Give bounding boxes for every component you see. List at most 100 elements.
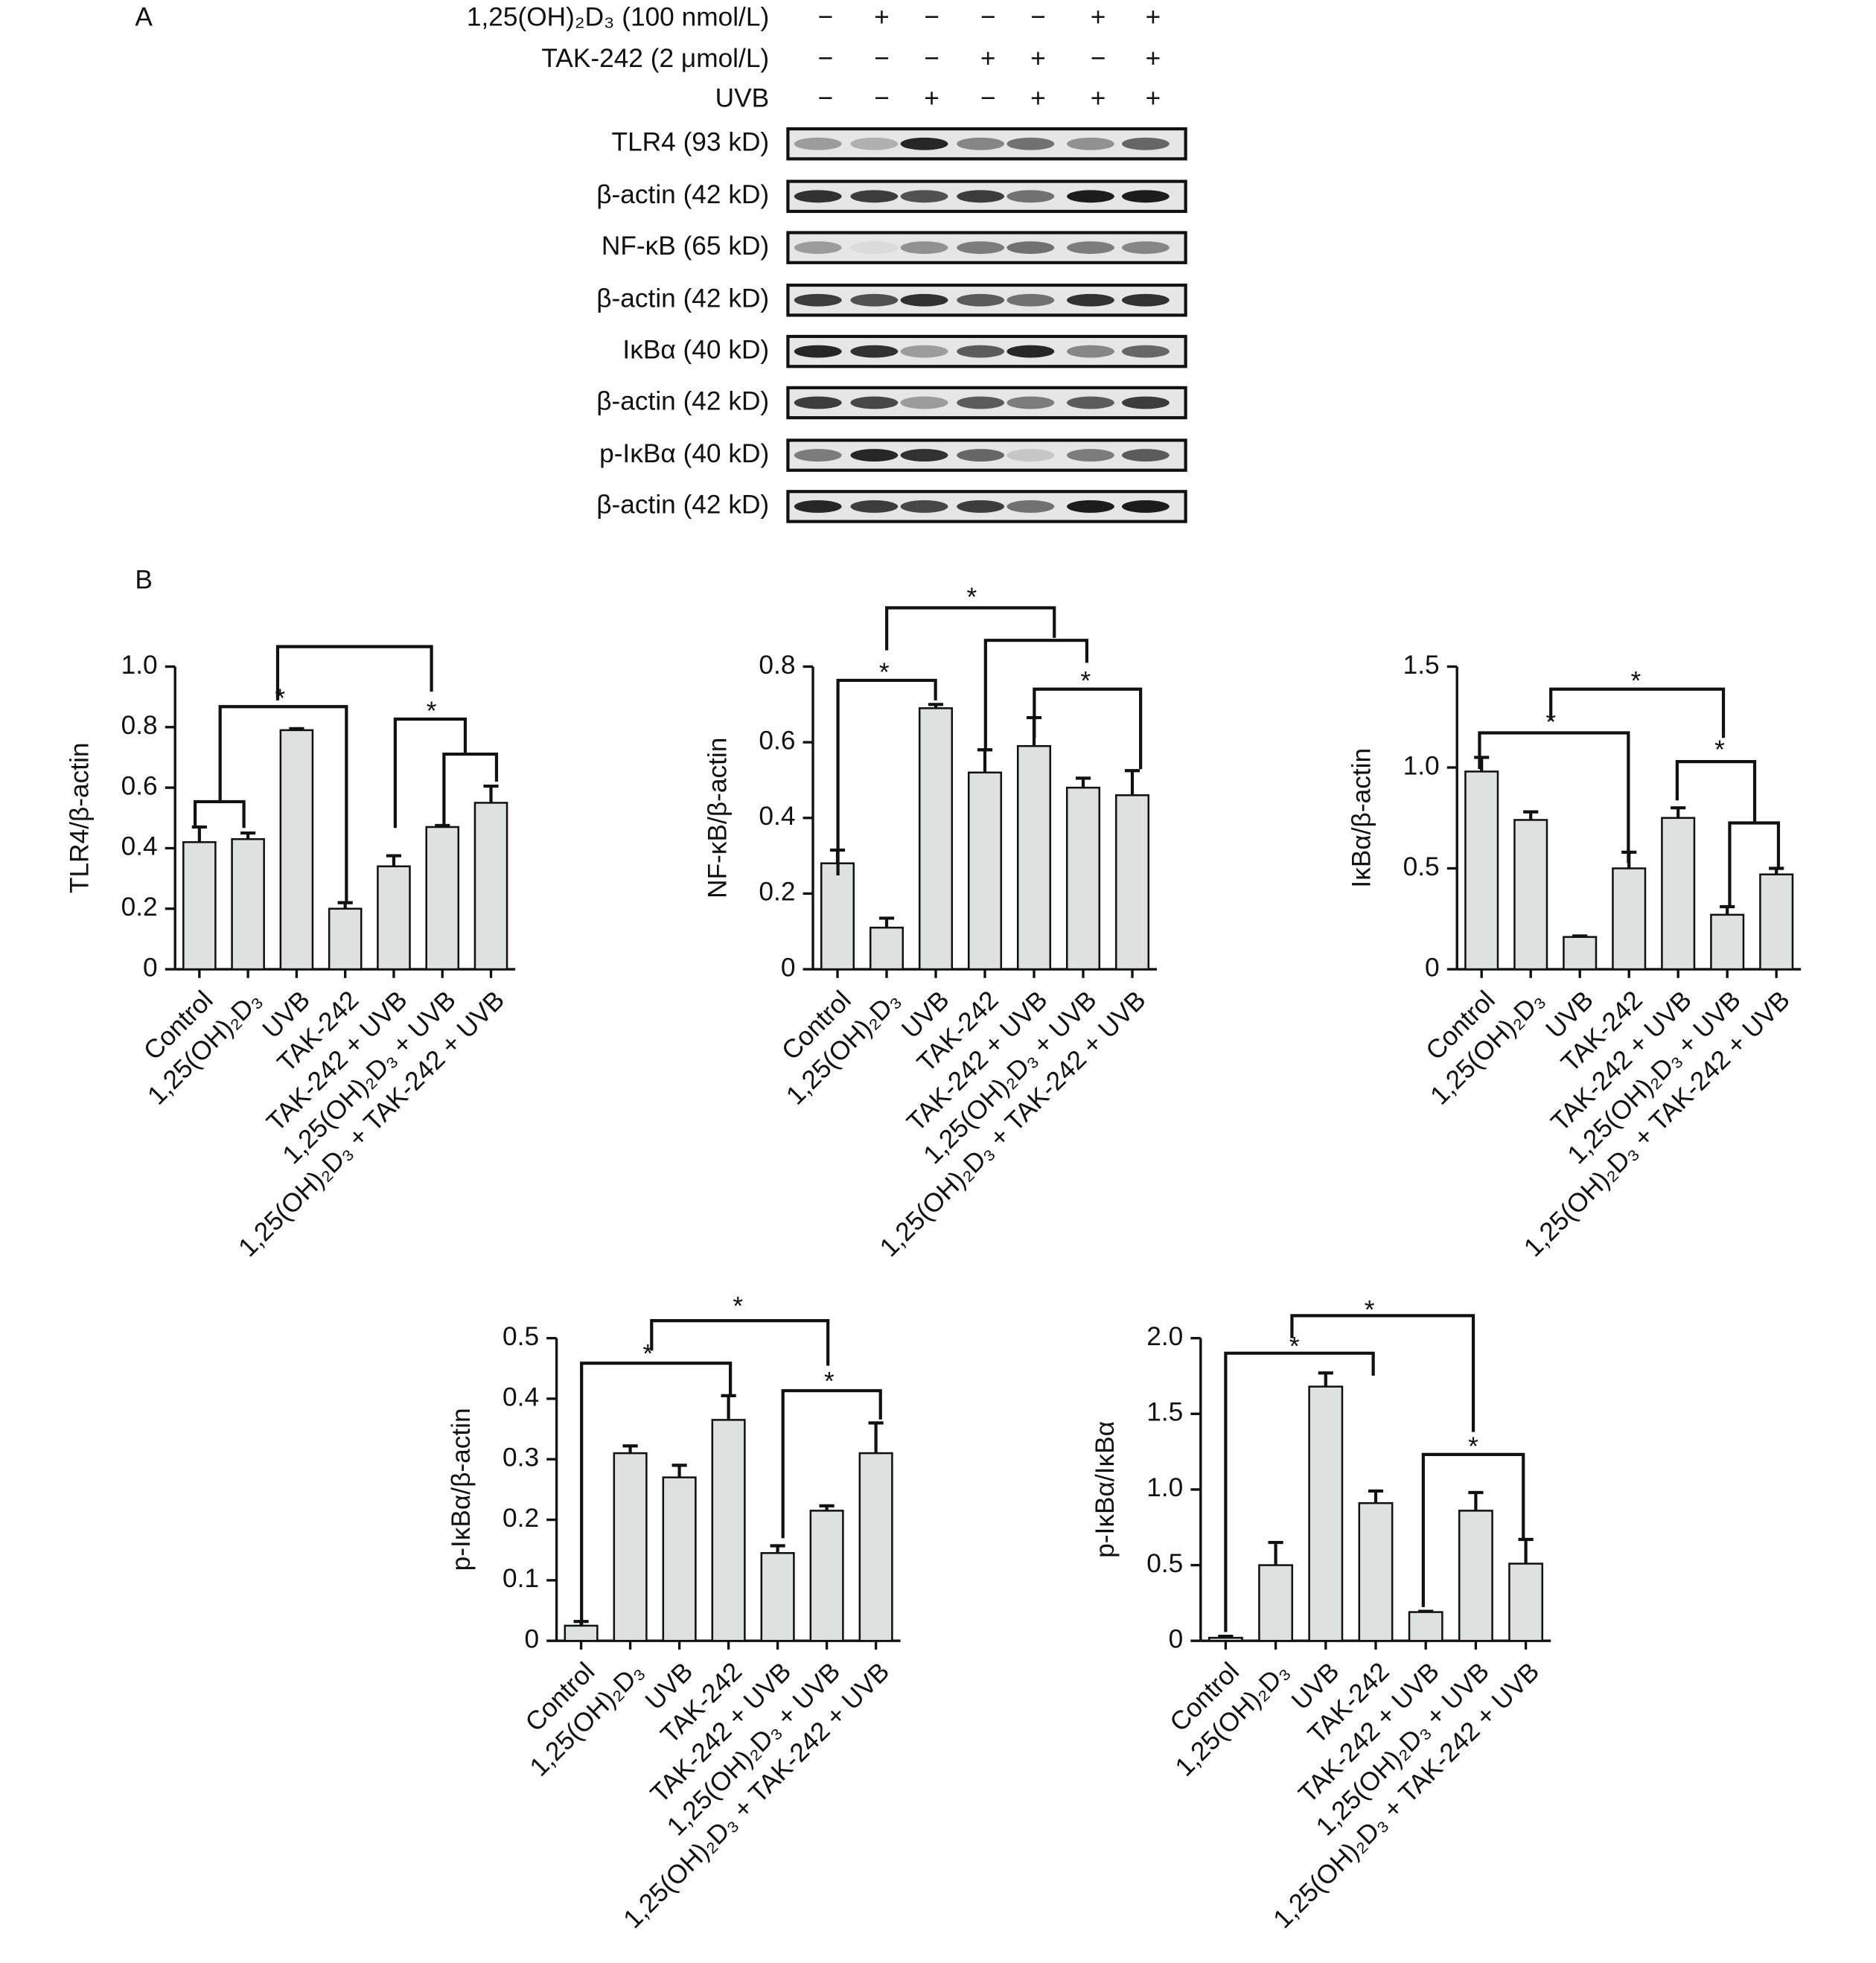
blot-band — [1006, 500, 1055, 513]
blot-band — [850, 137, 899, 150]
significance-bracket — [836, 678, 937, 876]
blot-band — [850, 449, 899, 462]
blot-band — [794, 500, 842, 513]
blot-band — [900, 345, 948, 358]
significance-label: * — [1545, 708, 1556, 737]
y-tick-label: 1.0 — [1146, 1473, 1183, 1502]
condition-sign: − — [924, 3, 939, 32]
significance-bracket — [1224, 1351, 1375, 1632]
bar — [869, 926, 904, 971]
blot-band — [900, 190, 948, 203]
significance-label: * — [1714, 735, 1725, 765]
condition-sign: − — [817, 84, 833, 113]
bar — [1016, 744, 1052, 971]
condition-sign: − — [980, 3, 996, 32]
y-tick-label: 0 — [143, 953, 158, 982]
blot-frame — [786, 127, 1187, 161]
significance-bracket — [1421, 1452, 1525, 1607]
y-tick-label: 0.3 — [502, 1443, 539, 1472]
blot-band — [1006, 241, 1055, 255]
significance-label: * — [879, 658, 890, 687]
y-tick-label: 0.5 — [1146, 1549, 1183, 1578]
blot-label: β-actin (42 kD) — [596, 180, 769, 209]
blot-band — [957, 500, 1005, 513]
significance-label: * — [1468, 1432, 1478, 1461]
blot-label: β-actin (42 kD) — [596, 386, 769, 415]
bar — [1258, 1564, 1294, 1642]
blot-band — [1121, 345, 1170, 358]
bar — [328, 907, 363, 971]
significance-bracket — [275, 645, 433, 700]
condition-sign: + — [1091, 84, 1106, 113]
significance-label: * — [1080, 667, 1091, 696]
condition-sign: + — [1146, 3, 1161, 32]
bar — [613, 1452, 648, 1642]
blot-band — [850, 293, 899, 307]
bar — [425, 826, 460, 971]
condition-sign: − — [924, 44, 939, 73]
condition-label: UVB — [715, 84, 770, 113]
blot-label: NF-κB (65 kD) — [602, 232, 769, 261]
condition-sign: + — [1030, 84, 1046, 113]
blot-band — [1006, 449, 1055, 462]
condition-sign: − — [980, 84, 996, 113]
y-axis-label: p-IκBα/IκBα — [1091, 1421, 1120, 1558]
significance-label: * — [1365, 1296, 1375, 1325]
bar — [279, 729, 314, 971]
y-tick-label: 0.6 — [121, 771, 158, 800]
significance-bracket — [393, 717, 468, 829]
y-axis-label: IκBα/β-actin — [1347, 748, 1376, 888]
condition-sign: − — [874, 44, 890, 73]
condition-sign: + — [980, 44, 996, 73]
bar — [182, 841, 217, 971]
blot-band — [957, 137, 1005, 150]
bar — [809, 1510, 844, 1642]
y-tick-label: 1.0 — [1403, 751, 1440, 780]
bar — [1513, 819, 1548, 971]
y-tick-label: 0.6 — [759, 726, 795, 755]
y-tick-label: 0.4 — [502, 1382, 539, 1411]
blot-band — [1006, 396, 1055, 409]
condition-label: 1,25(OH)₂D₃ (100 nmol/L) — [467, 3, 769, 32]
blot-band — [1067, 241, 1114, 255]
bar — [662, 1476, 697, 1642]
y-tick-label: 0.4 — [759, 802, 795, 831]
blot-band — [1121, 500, 1170, 513]
significance-bracket — [442, 752, 499, 826]
condition-label: TAK-242 (2 μmol/L) — [541, 44, 769, 73]
y-tick-label: 0.5 — [1403, 852, 1440, 881]
y-tick-label: 0.1 — [502, 1564, 539, 1593]
blot-band — [1006, 293, 1055, 307]
bar — [473, 802, 508, 971]
blot-band — [900, 449, 948, 462]
condition-sign: − — [874, 84, 890, 113]
bar — [1612, 867, 1647, 971]
bar — [1358, 1501, 1394, 1642]
bar — [377, 865, 411, 971]
condition-sign: − — [817, 3, 833, 32]
significance-bracket — [193, 799, 246, 829]
blot-band — [794, 396, 842, 409]
blot-band — [794, 345, 842, 358]
bar — [820, 862, 855, 971]
blot-band — [1067, 137, 1114, 150]
significance-label: * — [642, 1339, 653, 1368]
significance-bracket — [885, 606, 1056, 651]
bar — [564, 1624, 599, 1642]
y-tick-label: 0.8 — [121, 711, 158, 740]
bar — [1458, 1510, 1493, 1642]
bar — [918, 707, 954, 971]
y-tick-label: 0 — [1425, 953, 1440, 982]
blot-label: β-actin (42 kD) — [596, 284, 769, 313]
blot-band — [1067, 396, 1114, 409]
blot-band — [794, 293, 842, 307]
panel-label: B — [135, 566, 153, 595]
condition-sign: − — [1030, 3, 1046, 32]
y-tick-label: 0.5 — [502, 1322, 539, 1351]
condition-sign: − — [1091, 44, 1106, 73]
y-axis-label: TLR4/β-actin — [66, 742, 95, 893]
blot-band — [1121, 449, 1170, 462]
bar — [760, 1552, 795, 1642]
bar — [1508, 1563, 1544, 1642]
blot-band — [900, 137, 948, 150]
